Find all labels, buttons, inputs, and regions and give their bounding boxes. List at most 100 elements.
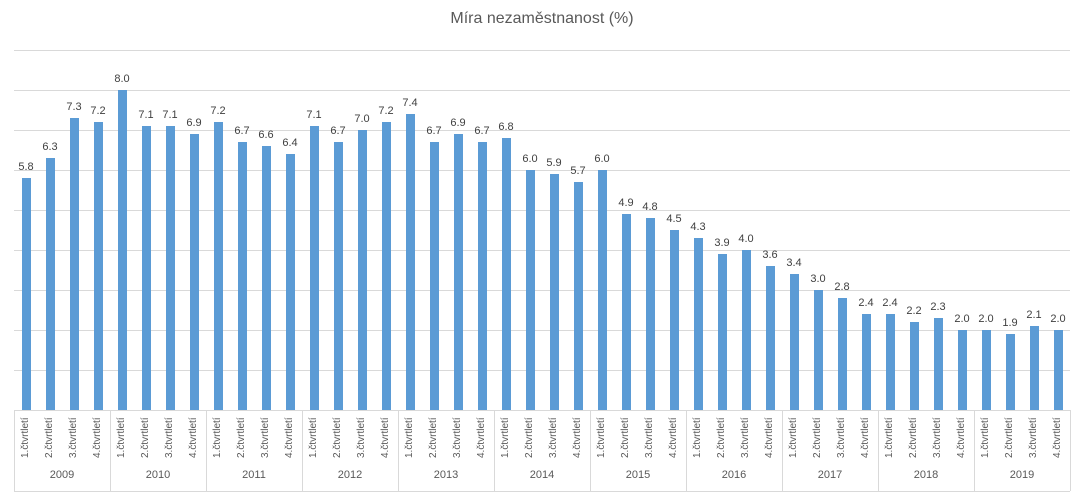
year-tick-label: 2017 bbox=[817, 469, 843, 481]
year-group-divider bbox=[302, 410, 303, 491]
bar-value-label: 7.1 bbox=[162, 109, 178, 121]
quarter-tick-label: 1.čtvrtletí bbox=[116, 417, 127, 459]
year-group-divider bbox=[878, 410, 879, 491]
quarter-tick-label: 2.čtvrtletí bbox=[428, 417, 439, 459]
bar bbox=[981, 330, 991, 410]
quarter-tick-label: 1.čtvrtletí bbox=[980, 417, 991, 459]
quarter-tick-label: 1.čtvrtletí bbox=[788, 417, 799, 459]
quarter-tick-label: 3.čtvrtletí bbox=[1028, 417, 1039, 459]
gridline bbox=[14, 290, 1070, 291]
quarter-tick-label: 1.čtvrtletí bbox=[500, 417, 511, 459]
gridline bbox=[14, 130, 1070, 131]
year-group-divider bbox=[782, 410, 783, 491]
bar-value-label: 3.4 bbox=[786, 257, 802, 269]
quarter-tick-label: 2.čtvrtletí bbox=[524, 417, 535, 459]
quarter-tick-label: 3.čtvrtletí bbox=[932, 417, 943, 459]
bar-value-label: 6.0 bbox=[522, 153, 538, 165]
year-group-divider bbox=[494, 410, 495, 491]
quarter-tick-label: 4.čtvrtletí bbox=[1052, 417, 1063, 459]
bar bbox=[909, 322, 919, 410]
gridline bbox=[14, 90, 1070, 91]
quarter-tick-label: 3.čtvrtletí bbox=[164, 417, 175, 459]
bar bbox=[213, 122, 223, 410]
bar bbox=[237, 142, 247, 410]
quarter-tick-label: 4.čtvrtletí bbox=[668, 417, 679, 459]
bar bbox=[69, 118, 79, 410]
bar bbox=[381, 122, 391, 410]
quarter-tick-label: 3.čtvrtletí bbox=[452, 417, 463, 459]
gridline bbox=[14, 250, 1070, 251]
bar bbox=[117, 90, 127, 410]
bar-value-label: 4.0 bbox=[738, 233, 754, 245]
quarter-tick-label: 1.čtvrtletí bbox=[308, 417, 319, 459]
axis-bottom-border bbox=[14, 491, 1070, 492]
quarter-tick-label: 2.čtvrtletí bbox=[236, 417, 247, 459]
bar-value-label: 2.1 bbox=[1026, 309, 1042, 321]
quarter-tick-label: 3.čtvrtletí bbox=[740, 417, 751, 459]
bar bbox=[141, 126, 151, 410]
bar bbox=[789, 274, 799, 410]
bar bbox=[189, 134, 199, 410]
bar bbox=[477, 142, 487, 410]
quarter-tick-label: 2.čtvrtletí bbox=[812, 417, 823, 459]
quarter-tick-label: 1.čtvrtletí bbox=[20, 417, 31, 459]
bar-value-label: 5.8 bbox=[18, 161, 34, 173]
bar-value-label: 6.7 bbox=[330, 125, 346, 137]
quarter-tick-label: 4.čtvrtletí bbox=[572, 417, 583, 459]
bar bbox=[165, 126, 175, 410]
quarter-tick-label: 4.čtvrtletí bbox=[380, 417, 391, 459]
bar bbox=[717, 254, 727, 410]
bar-value-label: 3.0 bbox=[810, 273, 826, 285]
year-group-divider bbox=[398, 410, 399, 491]
year-tick-label: 2018 bbox=[913, 469, 939, 481]
bar-value-label: 1.9 bbox=[1002, 317, 1018, 329]
bar bbox=[333, 142, 343, 410]
x-axis-line bbox=[14, 410, 1070, 411]
bar-value-label: 5.9 bbox=[546, 157, 562, 169]
quarter-tick-label: 4.čtvrtletí bbox=[764, 417, 775, 459]
bar-value-label: 7.2 bbox=[90, 105, 106, 117]
bar-value-label: 6.9 bbox=[186, 117, 202, 129]
quarter-tick-label: 1.čtvrtletí bbox=[212, 417, 223, 459]
bar-value-label: 8.0 bbox=[114, 73, 130, 85]
year-tick-label: 2016 bbox=[721, 469, 747, 481]
year-group-divider bbox=[590, 410, 591, 491]
bar-value-label: 7.2 bbox=[378, 105, 394, 117]
bar bbox=[357, 130, 367, 410]
bar bbox=[429, 142, 439, 410]
bar bbox=[1053, 330, 1063, 410]
bar bbox=[957, 330, 967, 410]
bar-value-label: 2.2 bbox=[906, 305, 922, 317]
bar bbox=[669, 230, 679, 410]
bar bbox=[501, 138, 511, 410]
bar-value-label: 7.0 bbox=[354, 113, 370, 125]
bar bbox=[1029, 326, 1039, 410]
bar bbox=[885, 314, 895, 410]
quarter-tick-label: 4.čtvrtletí bbox=[956, 417, 967, 459]
bar bbox=[813, 290, 823, 410]
year-tick-label: 2010 bbox=[145, 469, 171, 481]
gridline bbox=[14, 330, 1070, 331]
bar-value-label: 2.8 bbox=[834, 281, 850, 293]
bar bbox=[453, 134, 463, 410]
gridline bbox=[14, 50, 1070, 51]
bar bbox=[573, 182, 583, 410]
bar bbox=[405, 114, 415, 410]
year-tick-label: 2011 bbox=[242, 469, 266, 481]
year-tick-label: 2014 bbox=[529, 469, 555, 481]
bar bbox=[693, 238, 703, 410]
bar-value-label: 6.7 bbox=[474, 125, 490, 137]
quarter-tick-label: 3.čtvrtletí bbox=[548, 417, 559, 459]
bar bbox=[21, 178, 31, 410]
quarter-tick-label: 4.čtvrtletí bbox=[860, 417, 871, 459]
quarter-tick-label: 4.čtvrtletí bbox=[92, 417, 103, 459]
quarter-tick-label: 3.čtvrtletí bbox=[260, 417, 271, 459]
bar-value-label: 7.2 bbox=[210, 105, 226, 117]
bar bbox=[645, 218, 655, 410]
bar-value-label: 6.3 bbox=[42, 141, 58, 153]
quarter-tick-label: 2.čtvrtletí bbox=[908, 417, 919, 459]
year-group-divider bbox=[206, 410, 207, 491]
gridline bbox=[14, 210, 1070, 211]
bar bbox=[1005, 334, 1015, 410]
